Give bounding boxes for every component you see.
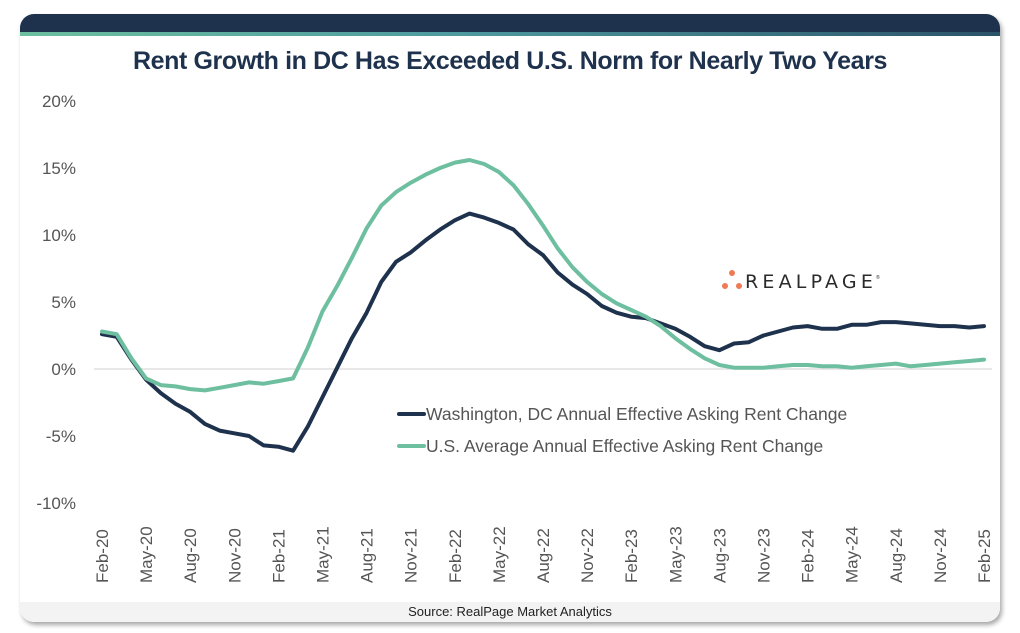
logo-wordmark: REALPAGE	[745, 271, 878, 293]
y-tick-label: 20%	[42, 92, 76, 111]
logo-dot-icon	[722, 283, 728, 289]
x-tick-label: Feb-22	[446, 529, 465, 583]
y-tick-label: 10%	[42, 226, 76, 245]
header-accent-stripe	[20, 32, 1000, 36]
x-tick-label: Nov-23	[755, 528, 774, 583]
x-axis: Feb-20 May-20 Aug-20 Nov-20 Feb-21 May-21 Aug-…	[93, 526, 994, 583]
x-tick-label: Nov-24	[931, 528, 950, 583]
y-tick-label: -10%	[36, 494, 76, 513]
x-tick-label: Nov-20	[225, 528, 244, 583]
x-tick-label: Nov-21	[402, 528, 421, 583]
x-tick-label: Aug-24	[887, 528, 906, 583]
y-tick-label: 5%	[51, 293, 76, 312]
source-text: Source: RealPage Market Analytics	[408, 604, 612, 619]
x-tick-label: Aug-20	[181, 528, 200, 583]
x-tick-label: Feb-24	[799, 529, 818, 583]
x-tick-label: Aug-22	[534, 528, 553, 583]
header-bar	[20, 14, 1000, 32]
series-group	[100, 158, 986, 453]
x-tick-label: Feb-23	[622, 529, 641, 583]
x-tick-label: Feb-20	[93, 529, 112, 583]
legend-label-dc: Washington, DC Annual Effective Asking R…	[426, 404, 847, 424]
logo-dot-icon	[736, 283, 742, 289]
chart-card: Rent Growth in DC Has Exceeded U.S. Norm…	[20, 14, 1000, 622]
chart-title: Rent Growth in DC Has Exceeded U.S. Norm…	[132, 47, 888, 75]
source-footer: Source: RealPage Market Analytics	[20, 602, 1000, 622]
y-tick-label: 0%	[51, 360, 76, 379]
logo-dot-icon	[729, 270, 735, 276]
x-tick-label: Feb-21	[269, 529, 288, 583]
x-tick-label: May-24	[843, 526, 862, 583]
y-axis: 20% 15% 10% 5% 0% -5% -10%	[36, 92, 76, 513]
y-tick-label: 15%	[42, 159, 76, 178]
x-tick-label: May-23	[666, 526, 685, 583]
us-series-line	[100, 158, 986, 393]
x-tick-label: May-22	[490, 526, 509, 583]
y-tick-label: -5%	[46, 427, 76, 446]
legend: Washington, DC Annual Effective Asking R…	[397, 404, 847, 456]
dc-series-line	[100, 211, 986, 453]
legend-label-us: U.S. Average Annual Effective Asking Ren…	[426, 436, 823, 456]
x-tick-label: May-20	[137, 526, 156, 583]
x-tick-label: Aug-21	[358, 528, 377, 583]
x-tick-label: Aug-23	[710, 528, 729, 583]
x-tick-label: May-21	[314, 526, 333, 583]
x-tick-label: Feb-25	[975, 529, 994, 583]
trademark-symbol: ®	[876, 275, 880, 281]
x-tick-label: Nov-22	[578, 528, 597, 583]
